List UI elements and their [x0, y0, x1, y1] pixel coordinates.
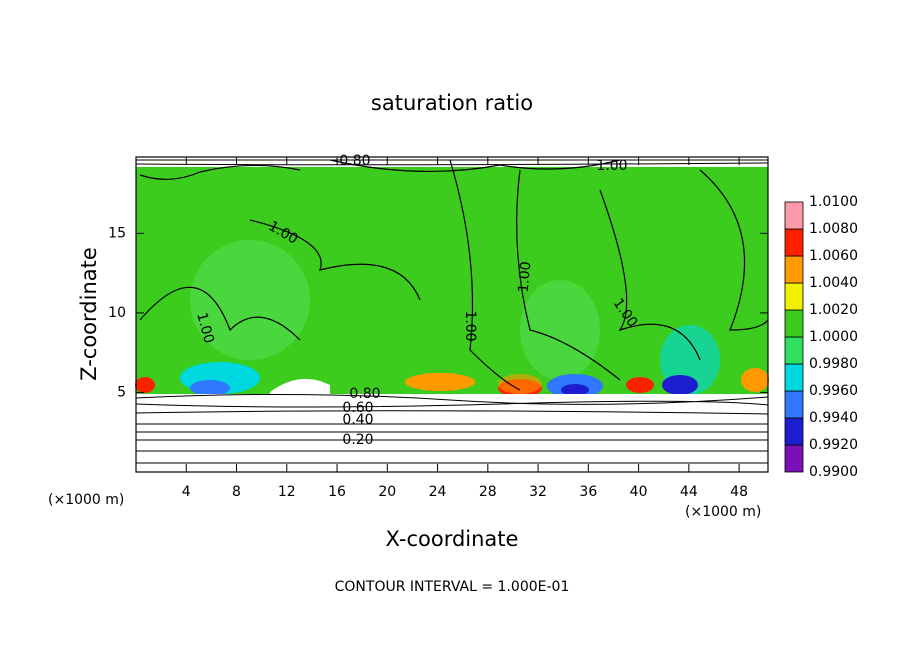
x-tick-label: 8 — [232, 484, 241, 500]
colorbar-label: 1.0080 — [809, 221, 858, 237]
contour-label: 0.80 — [339, 153, 370, 169]
colorbar-label: 0.9960 — [809, 383, 858, 399]
colorbar-band — [784, 228, 804, 257]
field-region — [520, 280, 600, 380]
colorbar-label: 0.9940 — [809, 410, 858, 426]
x-tick-label: 20 — [378, 484, 396, 500]
field-region — [135, 377, 155, 393]
x-tick-label: 40 — [630, 484, 648, 500]
colorbar-label: 1.0100 — [809, 194, 858, 210]
colorbar-label: 0.9920 — [809, 437, 858, 453]
footnote: CONTOUR INTERVAL = 1.000E-01 — [335, 579, 570, 595]
x-tick-label: 12 — [278, 484, 296, 500]
colorbar-label: 1.0020 — [809, 302, 858, 318]
colorbar-label: 1.0060 — [809, 248, 858, 264]
field — [135, 156, 769, 473]
colorbar-band — [784, 444, 804, 473]
x-tick-label: 32 — [529, 484, 547, 500]
field-region — [498, 374, 542, 394]
field-region — [626, 377, 654, 393]
colorbar-label: 1.0000 — [809, 329, 858, 345]
x-tick-label: 24 — [429, 484, 447, 500]
colorbar-band — [784, 336, 804, 365]
x-tick-label: 36 — [579, 484, 597, 500]
plot-frame — [135, 156, 769, 473]
colorbar-band — [784, 390, 804, 419]
colorbar-label: 0.9980 — [809, 356, 858, 372]
colorbar-band — [784, 201, 804, 230]
field-region — [561, 384, 589, 396]
field-region — [136, 157, 768, 167]
field-region — [270, 378, 330, 394]
y-unit: (×1000 m) — [685, 504, 761, 520]
x-tick-label: 28 — [479, 484, 497, 500]
contour-label: 1.00 — [516, 261, 535, 293]
colorbar-band — [784, 255, 804, 284]
x-tick-label: 48 — [730, 484, 748, 500]
y-tick-label: 15 — [108, 225, 126, 241]
colorbar-band — [784, 363, 804, 392]
chart-title: saturation ratio — [371, 91, 533, 115]
x-tick-label: 16 — [328, 484, 346, 500]
contour-label: 1.00 — [193, 311, 217, 345]
contour-label: 0.20 — [342, 432, 373, 448]
field-region — [190, 380, 230, 396]
contour-line — [135, 159, 769, 464]
colorbar-band — [784, 417, 804, 446]
y-tick-label: 10 — [108, 305, 126, 321]
contour-label: 0.40 — [342, 412, 373, 428]
x-unit: (×1000 m) — [48, 492, 124, 508]
field-region — [190, 240, 310, 360]
y-tick-label: 5 — [117, 384, 126, 400]
colorbar-band — [784, 282, 804, 311]
contour-label: 1.00 — [596, 158, 627, 174]
colorbar-label: 1.0040 — [809, 275, 858, 291]
field-region — [405, 373, 475, 391]
field-region — [741, 368, 769, 392]
x-axis-label: X-coordinate — [386, 527, 519, 551]
colorbar-band — [784, 309, 804, 338]
x-tick-label: 4 — [182, 484, 191, 500]
field-region — [662, 375, 698, 395]
y-axis-label: Z-coordinate — [77, 247, 101, 381]
contour-label: 0.60 — [342, 400, 373, 416]
contour-label: 0.80 — [349, 386, 380, 402]
contour-label: 1.00 — [462, 310, 478, 341]
x-tick-label: 44 — [680, 484, 698, 500]
colorbar-label: 0.9900 — [809, 464, 858, 480]
